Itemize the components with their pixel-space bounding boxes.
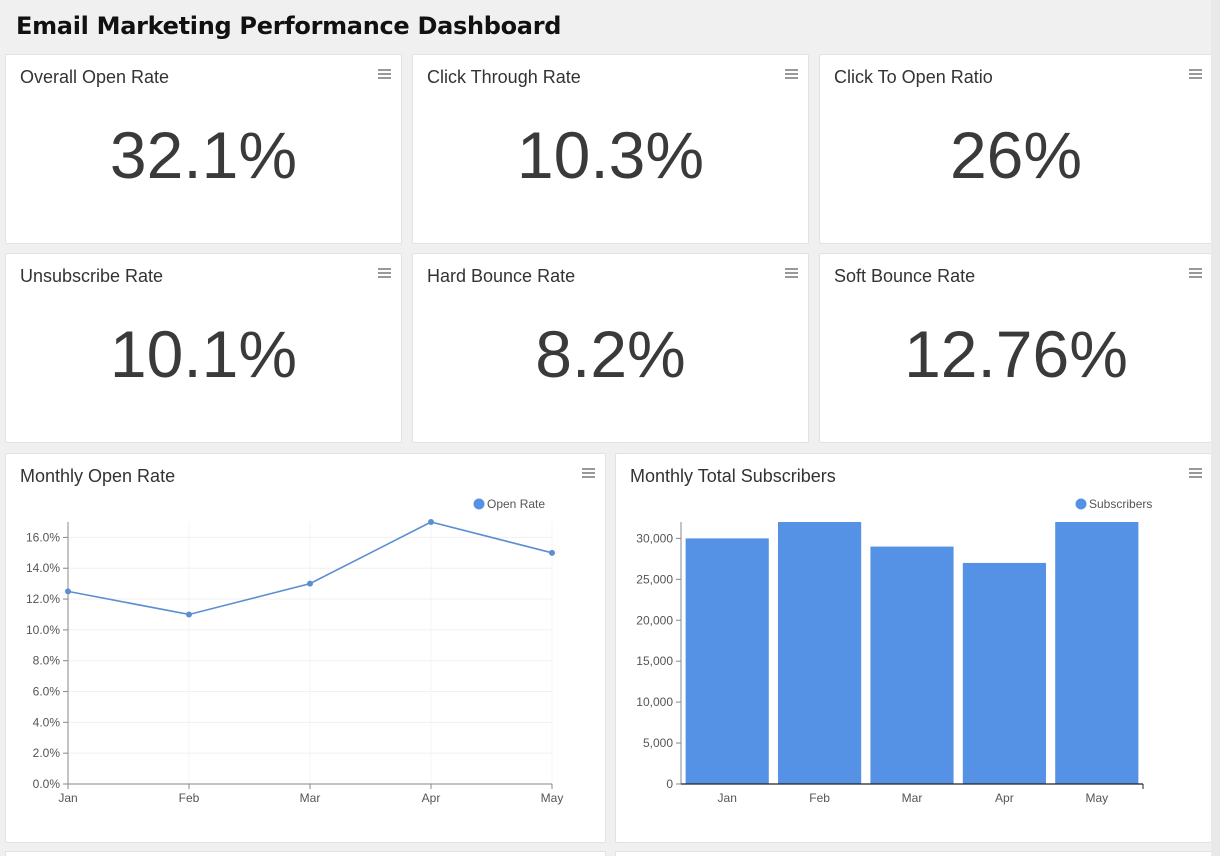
- x-tick-label: Feb: [179, 791, 200, 805]
- hamburger-menu-icon[interactable]: [1189, 468, 1202, 478]
- chart-card-monthly-total-subscribers: Monthly Total Subscribers 0 5,000 10,000 15…: [615, 453, 1213, 843]
- y-tick-label: 8.0%: [33, 654, 61, 668]
- kpi-card-hard-bounce-rate: Hard Bounce Rate 8.2%: [412, 253, 809, 443]
- x-tick-label: May: [541, 791, 564, 805]
- bar: [778, 522, 862, 784]
- x-tick-label: Jan: [718, 791, 737, 805]
- hamburger-menu-icon[interactable]: [1189, 69, 1202, 79]
- x-tick-label: Mar: [300, 791, 321, 805]
- y-tick-label: 15,000: [636, 654, 673, 668]
- kpi-card-soft-bounce-rate: Soft Bounce Rate 12.76%: [819, 253, 1213, 443]
- kpi-card-unsubscribe-rate: Unsubscribe Rate 10.1%: [5, 253, 402, 443]
- kpi-title: Soft Bounce Rate: [834, 266, 976, 286]
- y-tick-label: 20,000: [636, 613, 673, 627]
- next-row-card-left: [5, 851, 606, 856]
- hamburger-menu-icon[interactable]: [378, 69, 391, 79]
- kpi-title: Click Through Rate: [427, 67, 581, 87]
- kpi-value: 12.76%: [904, 317, 1128, 391]
- x-tick-label: Jan: [58, 791, 77, 805]
- data-point: [186, 611, 192, 618]
- kpi-card-click-to-open-ratio: Click To Open Ratio 26%: [819, 54, 1213, 244]
- kpi-card-click-through-rate: Click Through Rate 10.3%: [412, 54, 809, 244]
- data-point: [549, 549, 555, 556]
- next-row-card-right: [615, 851, 1213, 856]
- y-tick-label: 10,000: [636, 695, 673, 709]
- chart-card-monthly-open-rate: Monthly Open Rate 0.0% 2.0% 4.0% 6.0% 8.0% 10…: [5, 453, 606, 843]
- hamburger-menu-icon[interactable]: [1189, 268, 1202, 278]
- page-title: Email Marketing Performance Dashboard: [16, 12, 562, 40]
- kpi-value: 26%: [949, 118, 1083, 192]
- y-tick-label: 2.0%: [33, 746, 61, 760]
- bar-chart: 0 5,000 10,000 15,000 20,000 25,000 30,000 Jan F…: [636, 497, 1152, 805]
- kpi-title: Overall Open Rate: [20, 67, 170, 87]
- y-tick-label: 14.0%: [26, 561, 60, 575]
- legend-marker: [1075, 498, 1087, 510]
- kpi-value: 32.1%: [109, 118, 298, 192]
- line-chart: 0.0% 2.0% 4.0% 6.0% 8.0% 10.0% 12.0% 14.0% 16.0%…: [26, 497, 564, 805]
- y-tick-label: 6.0%: [33, 685, 61, 699]
- kpi-title: Unsubscribe Rate: [20, 266, 164, 286]
- data-point: [307, 580, 313, 587]
- y-tick-label: 4.0%: [33, 715, 61, 729]
- y-tick-label: 0: [666, 777, 673, 791]
- y-tick-label: 10.0%: [26, 623, 60, 637]
- chart-title: Monthly Total Subscribers: [630, 466, 836, 486]
- legend-marker: [473, 498, 485, 510]
- scrollbar-track[interactable]: [1211, 0, 1220, 856]
- y-tick-label: 5,000: [643, 736, 673, 750]
- x-tick-label: Apr: [422, 791, 441, 805]
- x-tick-label: Feb: [809, 791, 830, 805]
- hamburger-menu-icon[interactable]: [378, 268, 391, 278]
- data-point: [428, 519, 434, 525]
- y-tick-label: 25,000: [636, 572, 673, 586]
- chart-title: Monthly Open Rate: [20, 466, 176, 486]
- hamburger-menu-icon[interactable]: [582, 468, 595, 478]
- bar: [962, 562, 1046, 784]
- kpi-title: Hard Bounce Rate: [427, 266, 576, 286]
- legend-label: Open Rate: [487, 497, 545, 511]
- y-tick-label: 16.0%: [26, 530, 60, 544]
- kpi-value: 10.3%: [516, 118, 705, 192]
- kpi-value: 8.2%: [535, 317, 686, 391]
- x-tick-label: Mar: [902, 791, 923, 805]
- x-tick-label: May: [1085, 791, 1108, 805]
- hamburger-menu-icon[interactable]: [785, 268, 798, 278]
- y-tick-label: 12.0%: [26, 592, 60, 606]
- bar: [870, 546, 954, 784]
- data-point: [65, 588, 71, 595]
- x-tick-label: Apr: [995, 791, 1014, 805]
- bar: [685, 538, 769, 784]
- hamburger-menu-icon[interactable]: [785, 69, 798, 79]
- y-tick-label: 30,000: [636, 531, 673, 545]
- kpi-value: 10.1%: [109, 317, 298, 391]
- y-tick-label: 0.0%: [33, 777, 61, 791]
- bar: [1055, 522, 1139, 784]
- legend-label: Subscribers: [1089, 497, 1152, 511]
- kpi-title: Click To Open Ratio: [834, 67, 993, 87]
- kpi-card-overall-open-rate: Overall Open Rate 32.1%: [5, 54, 402, 244]
